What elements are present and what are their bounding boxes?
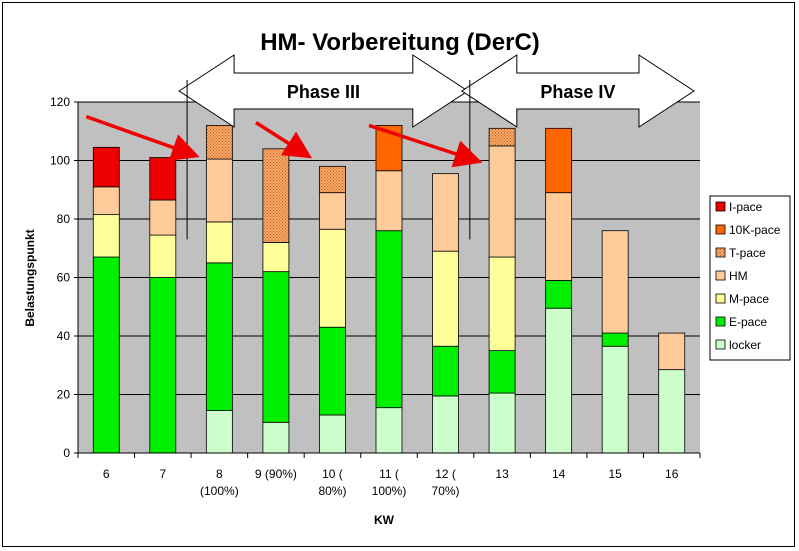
y-tick-label: 80 [57, 212, 71, 226]
plot-area [78, 101, 700, 454]
phase-label: Phase IV [540, 82, 615, 102]
y-tick-label: 20 [57, 388, 71, 402]
phase-arrow [460, 54, 695, 128]
bar-segment [262, 148, 290, 243]
bar-segment [319, 326, 346, 416]
legend-swatch [715, 316, 726, 327]
x-tick-label: 8 [216, 467, 223, 481]
x-tick-label: 9 (90%) [255, 467, 297, 481]
bar-segment [319, 414, 346, 454]
bar-segment [149, 277, 177, 454]
legend-swatch [715, 247, 726, 258]
bar-segment [601, 332, 629, 347]
bar-segment [262, 241, 290, 273]
x-tick-label: 80%) [318, 484, 346, 498]
trend-arrow [254, 121, 313, 159]
legend-label: HM [729, 269, 748, 283]
y-tick-label: 40 [57, 329, 71, 343]
axes: 0 20 40 60 80 100 120 6 7 8 (100%) 9 (90%) 10 ( 80%) 1… [50, 95, 701, 498]
legend-swatch [715, 270, 726, 281]
x-tick-label: 12 ( [435, 467, 456, 481]
bar-segment [601, 345, 629, 454]
x-tick-label: 6 [103, 467, 110, 481]
x-tick-label: 70%) [432, 484, 460, 498]
chart-title: HM- Vorbereitung (DerC) [260, 29, 540, 56]
bar-segment [149, 234, 177, 278]
bar-segment [375, 230, 403, 409]
x-axis-label: KW [374, 513, 395, 527]
y-axis-label: Belastungspunkt [23, 229, 37, 326]
bar-segment [488, 127, 516, 147]
bar-segment [92, 186, 120, 216]
bar-segment [545, 127, 573, 194]
bar-segment [432, 395, 459, 454]
legend-swatch [715, 293, 726, 304]
bar-segment [319, 192, 346, 230]
x-tick-label: 15 [609, 467, 623, 481]
x-tick-label: 100%) [372, 484, 407, 498]
bar-segment [601, 230, 629, 334]
bar-segment [375, 170, 403, 232]
trend-arrow [85, 114, 200, 161]
bar-segment [545, 307, 573, 454]
legend-label: 10K-pace [729, 223, 781, 237]
bar-segment [545, 280, 573, 309]
y-tick-label: 100 [50, 154, 70, 168]
bar-segment [375, 407, 403, 454]
legend-label: locker [729, 338, 761, 352]
x-tick-label: 11 ( [379, 467, 399, 481]
y-tick-label: 120 [50, 95, 70, 109]
bar-segment [658, 332, 686, 371]
x-tick-label: 10 ( [322, 467, 343, 481]
legend-label: E-pace [729, 315, 767, 329]
bar-segment [432, 173, 459, 252]
legend-swatch [715, 339, 726, 350]
x-tick-label: (100%) [200, 484, 239, 498]
bar-segment [92, 146, 120, 188]
bar-segment [205, 221, 233, 264]
x-tick-label: 13 [495, 467, 509, 481]
bar-segment [658, 369, 686, 454]
bar-segment [262, 271, 290, 423]
bar-segment [205, 125, 233, 160]
bar-segment [262, 421, 290, 454]
bar-segment [319, 165, 346, 194]
legend-swatch [715, 201, 726, 212]
bar-segment [92, 214, 120, 258]
bar-segment [545, 192, 573, 281]
trend-arrow [368, 123, 483, 168]
annotations: Phase III Phase IV [85, 54, 695, 240]
legend-swatch [715, 224, 726, 235]
bar-segment [488, 145, 516, 258]
bar-segment [92, 256, 120, 454]
x-tick-label: 7 [159, 467, 166, 481]
bar-segment [205, 158, 233, 223]
x-tick-label: 16 [665, 467, 679, 481]
legend-label: I-pace [729, 200, 763, 214]
bar-segment [149, 199, 177, 236]
bar-segment [488, 256, 516, 352]
bar-segment [319, 228, 346, 328]
bar-segment [432, 345, 459, 397]
bar-segment [488, 392, 516, 454]
bar-segment [149, 157, 177, 201]
bar-segment [432, 250, 459, 347]
bar-segment [205, 262, 233, 411]
legend-label: M-pace [729, 292, 769, 306]
phase-label: Phase III [287, 82, 360, 102]
legend-label: T-pace [729, 246, 766, 260]
bar-segment [488, 350, 516, 394]
x-tick-label: 14 [552, 467, 566, 481]
y-tick-label: 60 [57, 271, 71, 285]
y-tick-label: 0 [63, 446, 70, 460]
legend: I-pace 10K-pace T-pace HM M-pace E-pace locker [709, 195, 791, 361]
bar-segment [205, 410, 233, 454]
